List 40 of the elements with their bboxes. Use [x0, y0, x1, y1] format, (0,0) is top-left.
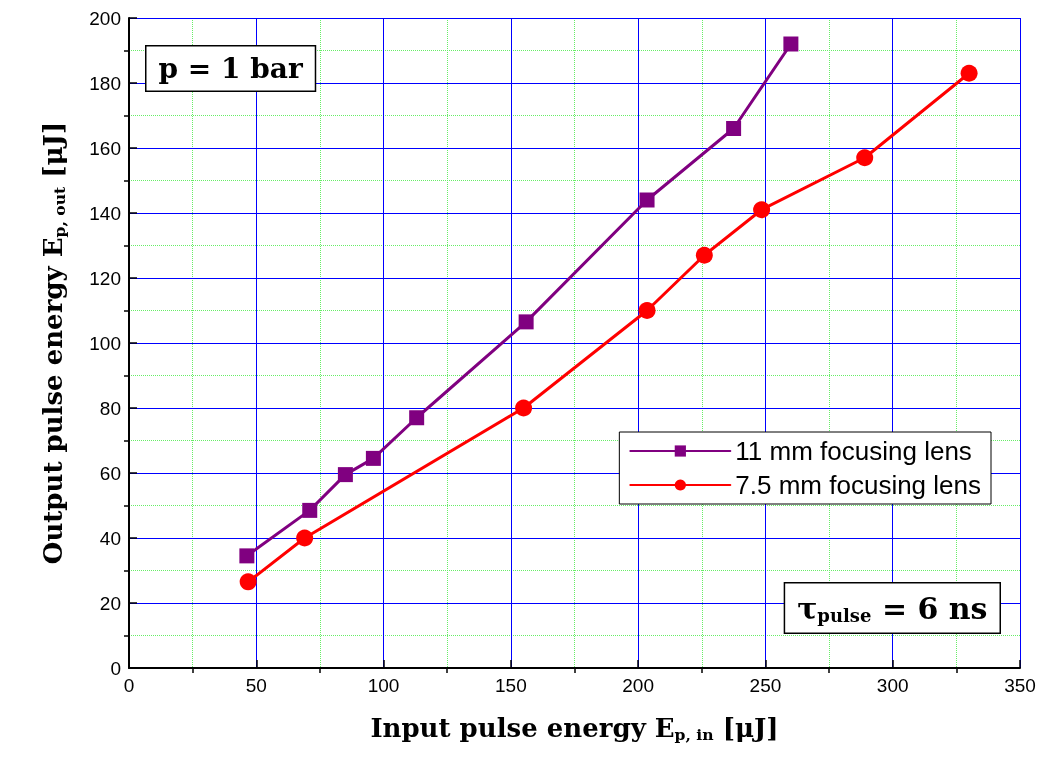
point — [302, 502, 318, 518]
y-tick-label: 60 — [99, 462, 121, 484]
point — [296, 529, 314, 547]
x-tick-label: 150 — [495, 675, 527, 696]
point — [960, 64, 978, 82]
x-tick-label: 100 — [367, 675, 400, 696]
legend-label: 11 mm focusing lens — [735, 436, 972, 466]
point — [753, 201, 771, 219]
point — [239, 573, 257, 591]
y-tick-label: 80 — [99, 397, 121, 419]
x-tick-label: 200 — [622, 675, 654, 696]
point — [365, 450, 381, 466]
x-tick-label: 300 — [876, 675, 909, 696]
point — [337, 467, 353, 483]
point — [638, 302, 656, 319]
y-tick-label: 40 — [99, 527, 121, 549]
y-tick-label: 200 — [89, 7, 121, 29]
y-tick-label: 120 — [89, 267, 121, 289]
point — [518, 314, 534, 330]
point — [695, 246, 713, 264]
annotation: p = 1 bar — [158, 52, 304, 85]
point — [783, 36, 799, 52]
y-tick-label: 160 — [89, 137, 121, 159]
y-tick-label: 20 — [99, 592, 121, 614]
point — [239, 548, 255, 564]
y-tick-label: 140 — [89, 202, 121, 224]
y-tick-label: 180 — [89, 72, 121, 94]
y-axis-title: Output pulse energy Ep, out [μJ] — [37, 121, 69, 565]
y-tick-label: 100 — [89, 332, 121, 354]
point — [726, 121, 742, 136]
x-tick-label: 350 — [1004, 675, 1036, 696]
point — [639, 192, 655, 208]
point — [515, 399, 533, 417]
point — [409, 410, 425, 426]
legend-label: 7.5 mm focusing lens — [735, 470, 981, 500]
point — [856, 149, 874, 167]
x-tick-label: 50 — [245, 675, 267, 696]
y-tick-label: 0 — [110, 657, 121, 679]
x-tick-label: 0 — [123, 675, 135, 696]
x-tick-label: 250 — [749, 675, 782, 696]
